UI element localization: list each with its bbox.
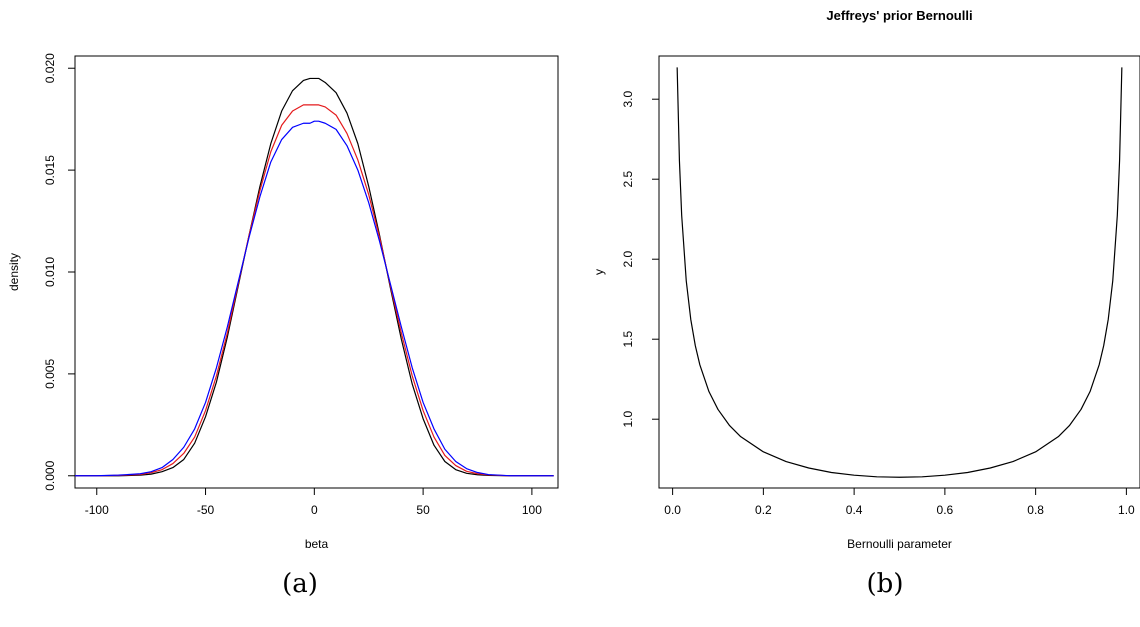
y-tick-label: 0.005 — [43, 359, 57, 389]
y-tick-label: 1.0 — [621, 411, 635, 428]
series-line-2 — [75, 120, 554, 477]
y-tick-label: 3.0 — [621, 91, 635, 108]
series-line-1 — [75, 104, 554, 477]
x-axis-label: Bernoulli parameter — [847, 537, 952, 551]
series-line-0 — [75, 77, 554, 477]
x-tick-label: 0.4 — [846, 503, 863, 517]
y-tick-label: 0.000 — [43, 460, 57, 490]
y-tick-label: 2.5 — [621, 171, 635, 188]
x-tick-label: 0.8 — [1027, 503, 1044, 517]
subfigure-caption: (a) — [282, 569, 318, 599]
panel-a-density-plot: -100 -50 0 50 100 0.000 0.005 0.010 0.015 0.020 be… — [7, 53, 559, 599]
chart-title: Jeffreys' prior Bernoulli — [826, 8, 972, 23]
x-tick-label: 50 — [416, 503, 430, 517]
x-tick-label: 0 — [311, 503, 318, 517]
y-axis-label: y — [592, 269, 606, 275]
x-tick-label: -50 — [197, 503, 215, 517]
y-axis-label: density — [7, 253, 21, 291]
y-tick-label: 0.010 — [43, 257, 57, 287]
plot-frame — [658, 55, 1140, 489]
x-tick-label: -100 — [85, 503, 109, 517]
x-tick-label: 0.0 — [664, 503, 681, 517]
panel-b-jeffreys-prior-plot: Jeffreys' prior Bernoulli 0.0 0.2 0.4 0.6 0.8… — [592, 8, 1140, 599]
x-axis-label: beta — [305, 537, 329, 551]
x-tick-label: 0.2 — [755, 503, 772, 517]
x-tick-label: 0.6 — [937, 503, 954, 517]
x-tick-label: 1.0 — [1118, 503, 1135, 517]
series-line-0 — [676, 67, 1123, 478]
x-tick-label: 100 — [522, 503, 542, 517]
subfigure-caption: (b) — [867, 569, 904, 599]
y-tick-label: 0.020 — [43, 53, 57, 83]
y-tick-label: 1.5 — [621, 331, 635, 348]
y-tick-label: 2.0 — [621, 251, 635, 268]
y-tick-label: 0.015 — [43, 155, 57, 185]
